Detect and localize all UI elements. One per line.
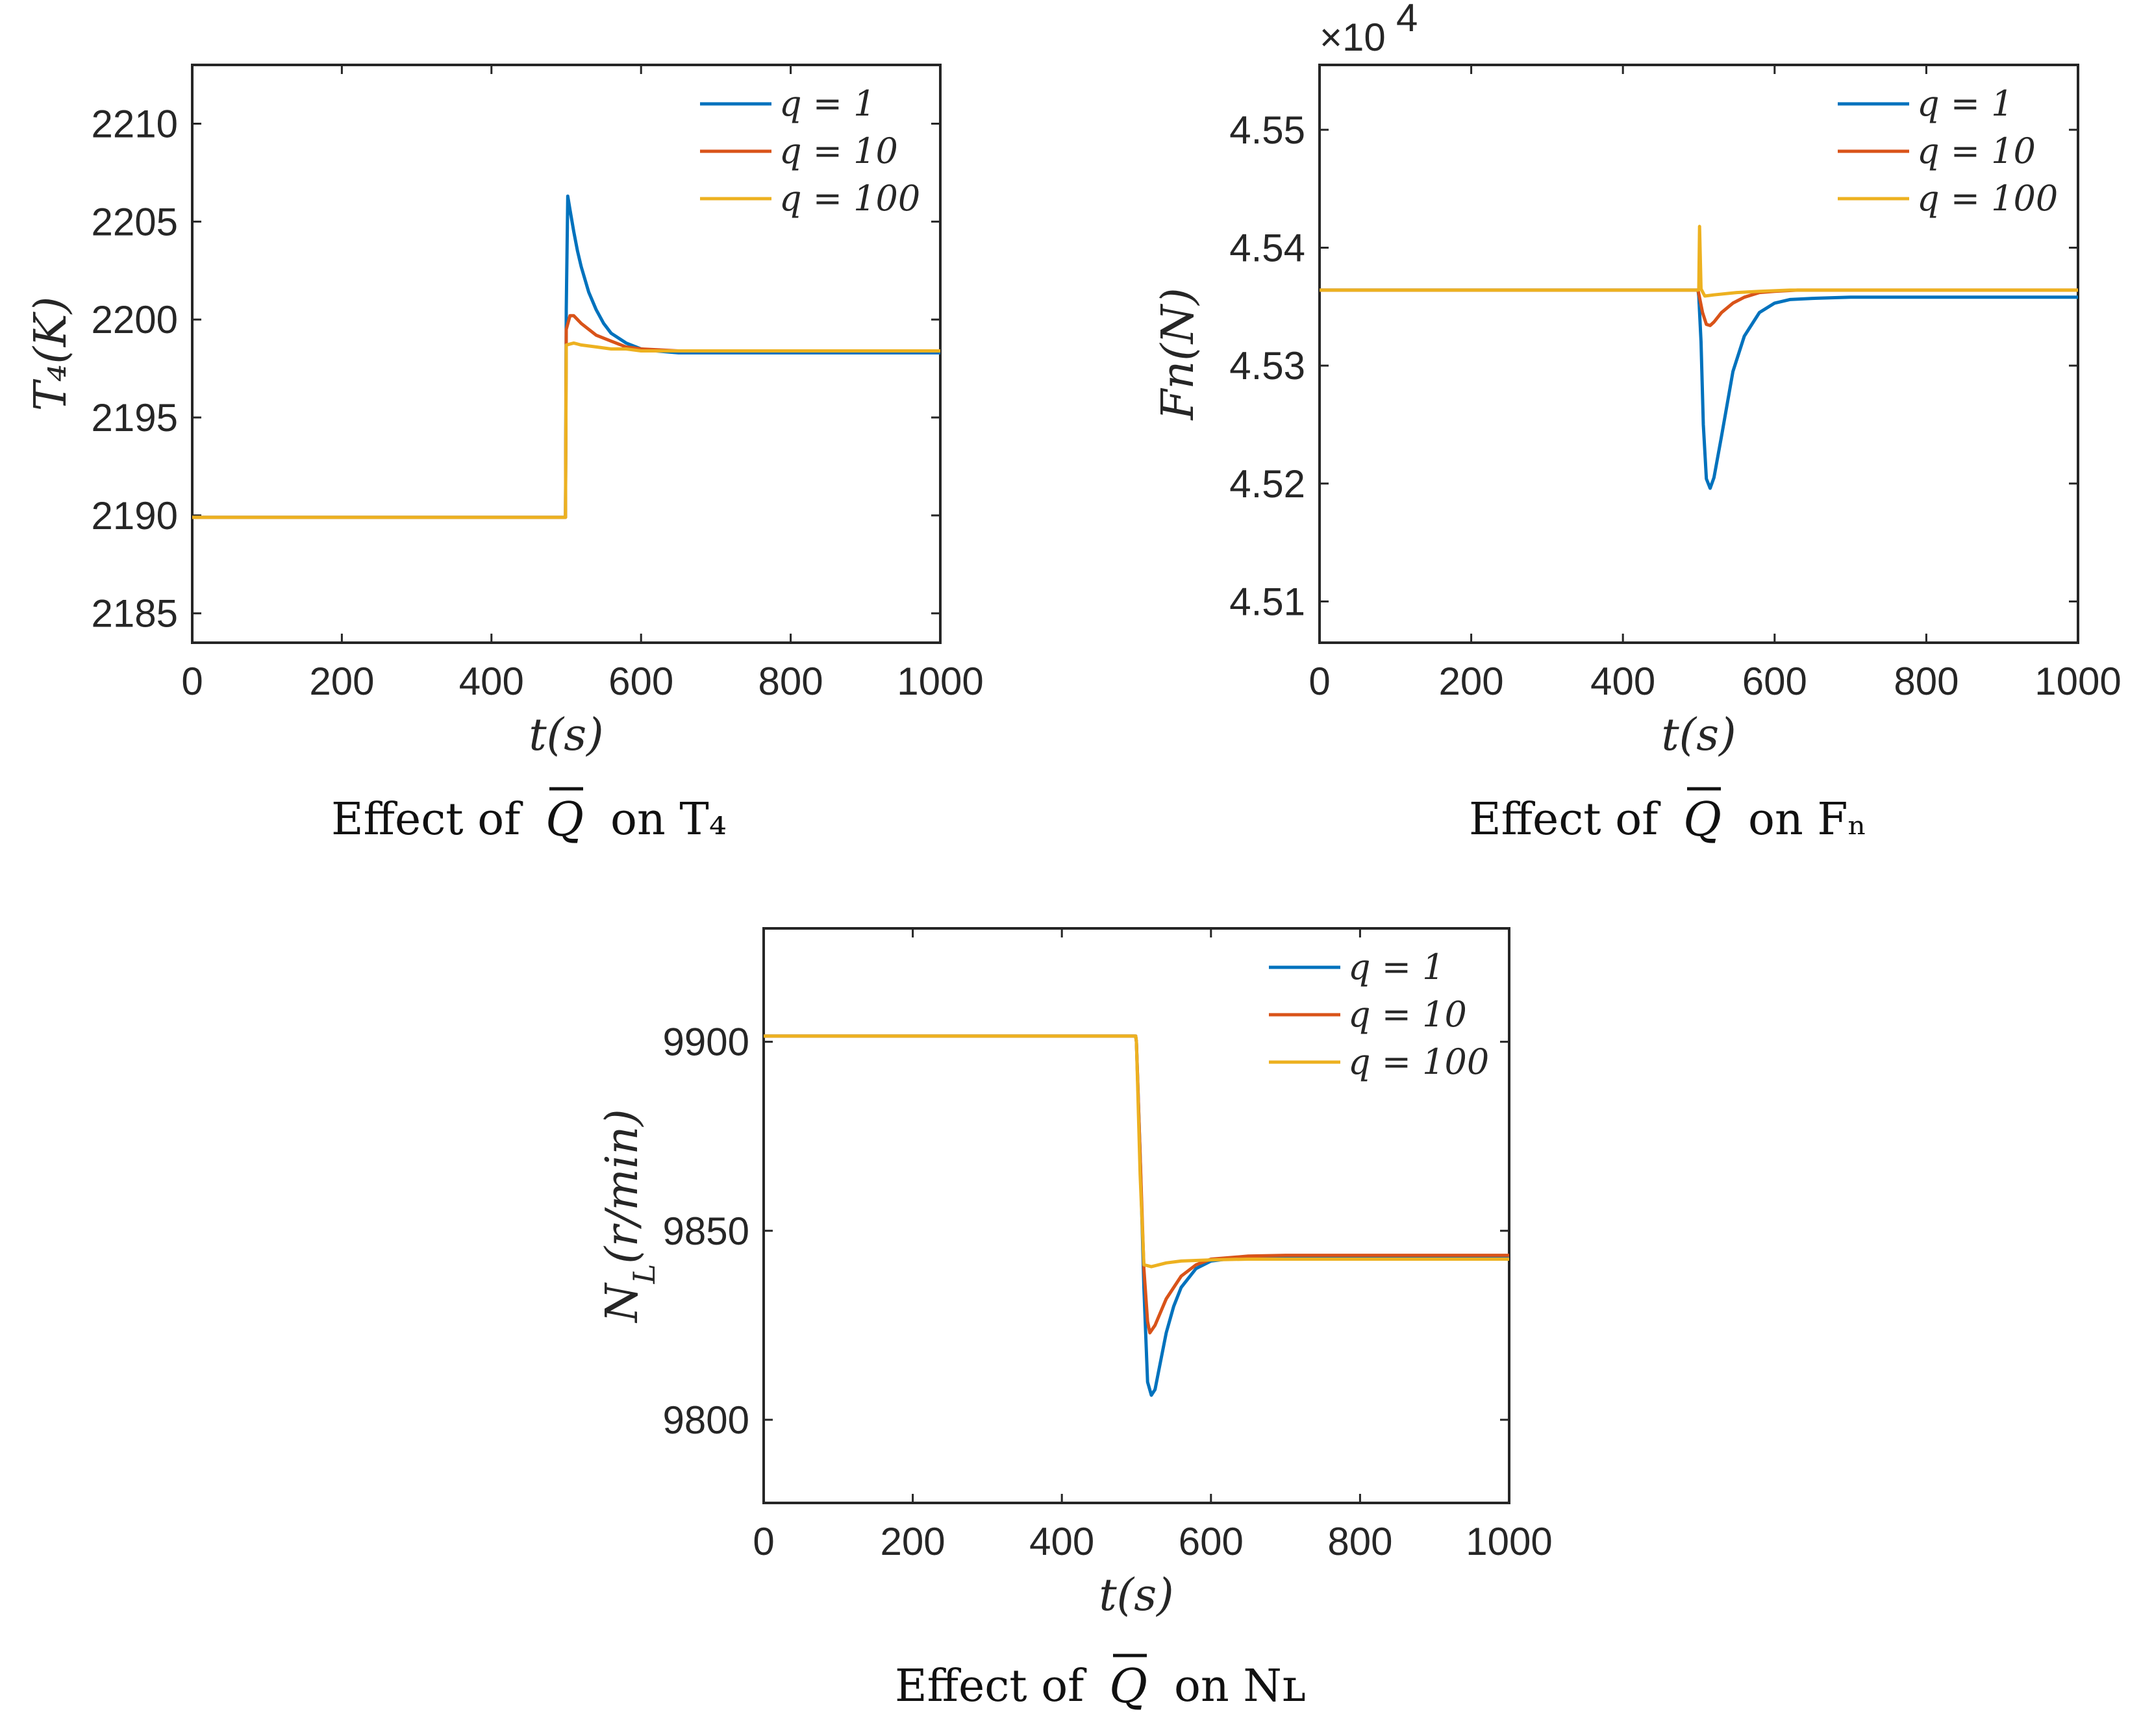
- x-tick-label: 0: [181, 660, 203, 703]
- y-axis-label: Fn(N): [1153, 288, 1204, 421]
- x-tick-label: 800: [1894, 660, 1959, 703]
- y-tick-label: 2205: [92, 200, 178, 243]
- y-tick-label: 4.55: [1229, 108, 1305, 152]
- x-tick-label: 0: [753, 1520, 774, 1563]
- y-tick-label: 4.52: [1229, 462, 1305, 506]
- chart-fn: 0 200 400 600 800 1000 4.51 4.52 4.53 4.54 4.55 ×10…: [1153, 0, 2122, 847]
- x-tick-label: 200: [309, 660, 374, 703]
- x-tick-label: 0: [1308, 660, 1330, 703]
- x-axis-label: t(s): [1661, 710, 1736, 761]
- x-tick-label: 400: [459, 660, 524, 703]
- caption-prefix: Effect of: [331, 794, 523, 845]
- x-tick-label: 1000: [897, 660, 983, 703]
- y-axis-label: NL(r/min): [597, 1109, 662, 1324]
- legend-label: q = 10: [1917, 130, 2036, 171]
- chart-t4: 0 200 400 600 800 1000 2185 2190 2195 2200 2205 221…: [25, 64, 984, 847]
- legend-label: q = 10: [779, 130, 898, 171]
- legend-label: q = 1: [779, 83, 876, 124]
- y-axis-label: T₄(K): [25, 297, 77, 411]
- caption-symbol: Q: [1109, 1659, 1147, 1713]
- x-tick-label: 400: [1590, 660, 1655, 703]
- legend-label: q = 1: [1917, 83, 2014, 124]
- y-tick-label: 4.54: [1229, 227, 1305, 270]
- chart-nl: 0 200 400 600 800 1000 9800 9850 9900 t(s) NL(r/mi…: [597, 927, 1553, 1713]
- x-axis-label: t(s): [529, 710, 603, 761]
- series-line-1: [1320, 288, 2078, 490]
- x-tick-label: 600: [1742, 660, 1807, 703]
- series-line-3: [1320, 225, 2078, 298]
- x-tick-label: 1000: [2035, 660, 2121, 703]
- y-tick-label: 2190: [92, 494, 178, 538]
- x-tick-label: 800: [1327, 1520, 1392, 1563]
- y-tick-label: 4.53: [1229, 344, 1305, 388]
- series-line-3: [192, 341, 940, 519]
- plot-frame: [1318, 64, 2079, 644]
- y-tick-label: 2210: [92, 103, 178, 146]
- x-tick-label: 1000: [1466, 1520, 1552, 1563]
- x-tick-label: 400: [1029, 1520, 1094, 1563]
- plot-frame: [762, 927, 1510, 1504]
- y-tick-label: 2185: [92, 592, 178, 636]
- caption-prefix: Effect of: [895, 1661, 1087, 1712]
- legend-label: q = 1: [1348, 947, 1445, 987]
- legend-label: q = 10: [1348, 994, 1467, 1035]
- y-multiplier: ×10: [1320, 16, 1386, 59]
- x-tick-label: 600: [1179, 1520, 1244, 1563]
- caption-suffix: on T₄: [610, 794, 727, 845]
- x-tick-label: 800: [758, 660, 823, 703]
- y-multiplier-exponent: 4: [1396, 0, 1418, 40]
- caption-suffix: on Fₙ: [1748, 794, 1867, 845]
- legend-label: q = 100: [779, 178, 920, 219]
- caption-suffix: on Nʟ: [1174, 1661, 1306, 1712]
- legend-label: q = 100: [1348, 1041, 1489, 1082]
- x-tick-label: 600: [608, 660, 673, 703]
- y-tick-label: 9850: [663, 1209, 749, 1253]
- x-tick-label: 200: [1439, 660, 1504, 703]
- x-tick-label: 200: [881, 1520, 945, 1563]
- legend-label: q = 100: [1917, 178, 2058, 219]
- y-tick-label: 9800: [663, 1398, 749, 1442]
- caption-symbol: Q: [545, 792, 584, 847]
- caption-symbol: Q: [1683, 792, 1722, 847]
- y-tick-label: 2195: [92, 396, 178, 440]
- y-tick-label: 4.51: [1229, 580, 1305, 623]
- caption-prefix: Effect of: [1469, 794, 1661, 845]
- y-tick-label: 9900: [663, 1021, 749, 1064]
- series-line-3: [764, 1034, 1509, 1269]
- y-tick-label: 2200: [92, 298, 178, 341]
- x-axis-label: t(s): [1099, 1570, 1173, 1621]
